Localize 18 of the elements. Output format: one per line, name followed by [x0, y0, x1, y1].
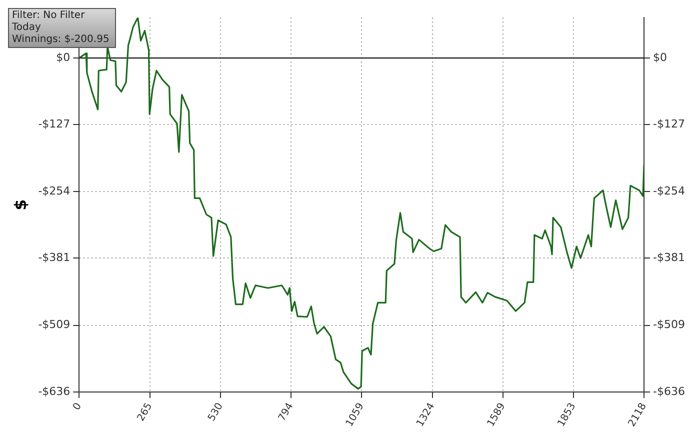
y-tick-label: -$509 [38, 318, 70, 332]
text: Today [12, 22, 42, 34]
y-tick-label: -$127 [38, 118, 70, 131]
annotation: Filter: No Filter [12, 10, 86, 22]
y-axis-title: $ [10, 199, 30, 210]
y-tick-label: -$636 [38, 384, 70, 398]
y-tick-label: $0 [56, 50, 70, 64]
y-tick-label: -$254 [38, 184, 70, 198]
annotation: Winnings: $-200.95 [12, 34, 110, 46]
x-tick-label: 794 [276, 401, 296, 424]
y2-tick-label: $0 [653, 50, 668, 64]
y2-tick-label: -$636 [653, 384, 686, 398]
x-tick-label: 0 [71, 401, 84, 412]
y2-tick-label: -$254 [653, 184, 686, 198]
y2-tick-label: -$381 [653, 250, 686, 264]
y-tick-label: -$381 [38, 250, 70, 264]
y2-tick-label: -$509 [653, 318, 686, 332]
y2-tick-label: -$127 [653, 118, 686, 131]
